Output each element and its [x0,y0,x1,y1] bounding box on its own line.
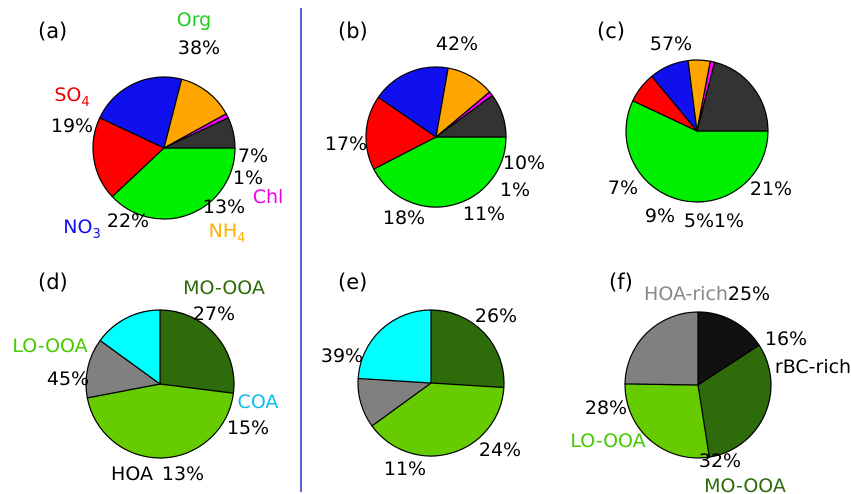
panel-label: (d) [38,270,68,294]
pie-slice-so4 [92,116,166,198]
pie-slice-org [625,99,769,203]
slice-label: LO-OOA [570,430,645,452]
slice-label: 28% [585,397,627,419]
pie-slice-org [372,136,507,208]
slice-label: HOA-rich [644,283,728,305]
pie-slice-org [111,147,236,220]
panel-label: (e) [338,270,367,294]
panel-label: (a) [38,19,67,43]
slice-label: NH4 [209,220,246,246]
slice-label: 15% [227,417,269,439]
slice-label: 16% [765,328,807,350]
slice-label: 27% [193,303,235,325]
slice-label: 39% [321,345,363,367]
pie-slice-rbc [163,116,236,149]
pie-panel-b: (b) 42% 17% 18% 11%1% 10% [325,19,545,229]
panel-label: (f) [609,270,633,294]
slice-label: 21% [750,178,792,200]
slice-label: 1% [233,167,263,189]
pie-slice-rbc [434,94,507,138]
panel-label: (c) [597,19,625,43]
slice-label: MO-OOA [704,475,786,494]
pie-panel-e: (e) 26% 39% 11% 24% [321,270,521,480]
pie-slice-lo-ooa [86,383,235,459]
slice-label: LO-OOA [12,335,87,357]
pie-panel-d: (d) MO-OOA 27% LO-OOA 45% HOA 13% COA 15% [12,270,278,485]
slice-label: NO3 [63,216,100,242]
slice-label: rBC-rich [775,356,851,378]
pie-slice-mo-ooa [430,309,505,389]
pie-slice-mo-ooa [697,344,772,458]
pie-slice-hoa-rich [624,311,699,386]
pie-slice-rbc-rich [697,311,761,387]
slice-label: 9% [645,205,675,227]
slice-label: 1% [500,179,530,201]
slice-label: 45% [47,368,89,390]
pie-slice-lo-ooa [371,382,505,457]
slice-label: 26% [475,305,517,327]
slice-label: 19% [51,115,93,137]
slice-label: 38% [178,37,220,59]
slice-label: 25% [728,283,770,305]
pie-panel-a: (a) Org 38% SO4 19% NO3 22% 13%NH4 1%Chl 7% [38,9,283,246]
pie-slice-no3 [377,66,449,139]
slice-label: 7% [608,177,638,199]
slice-label: 11% [463,203,505,225]
slice-label: 17% [325,133,367,155]
pie-slice-rbc [696,61,769,132]
slice-label: 7% [238,145,268,167]
slice-label: Chl [253,186,284,208]
slice-label: MO-OOA [183,277,265,299]
slice-label: SO4 [54,84,89,110]
slice-label: 10% [503,152,545,174]
slice-label: 22% [107,210,149,232]
pie-slice-so4 [365,96,438,170]
pie-panel-c: (c) 57% 7% 9% 5% 1% 21% [597,19,792,232]
pie-slice-mo-ooa [159,309,235,394]
slice-label: Org [177,9,212,31]
panel-label: (b) [338,19,368,43]
slice-label: 13% [162,463,204,485]
slice-label: 18% [383,207,425,229]
pie-slice-lo-ooa [624,383,710,459]
slice-label: 11% [384,458,426,480]
slice-label: 32% [699,450,741,472]
slice-label: 42% [436,33,478,55]
pie-slice-no3 [98,76,183,149]
slice-label: 24% [479,439,521,461]
pie-slice-nh4 [163,78,228,150]
pie-slice-coa [357,309,432,384]
slice-label: 1% [714,210,744,232]
pie-slice-hoa [85,339,162,399]
pie-panel-f: (f) HOA-rich 25% 16% rBC-rich 28% LO-OOA 32% MO-… [570,270,851,494]
slice-label: HOA [111,463,153,485]
slice-label: 57% [650,33,692,55]
pie-slice-coa [99,309,161,386]
slice-label: 13% [203,196,245,218]
slice-label: COA [238,391,279,413]
slice-label: 5% [684,210,714,232]
